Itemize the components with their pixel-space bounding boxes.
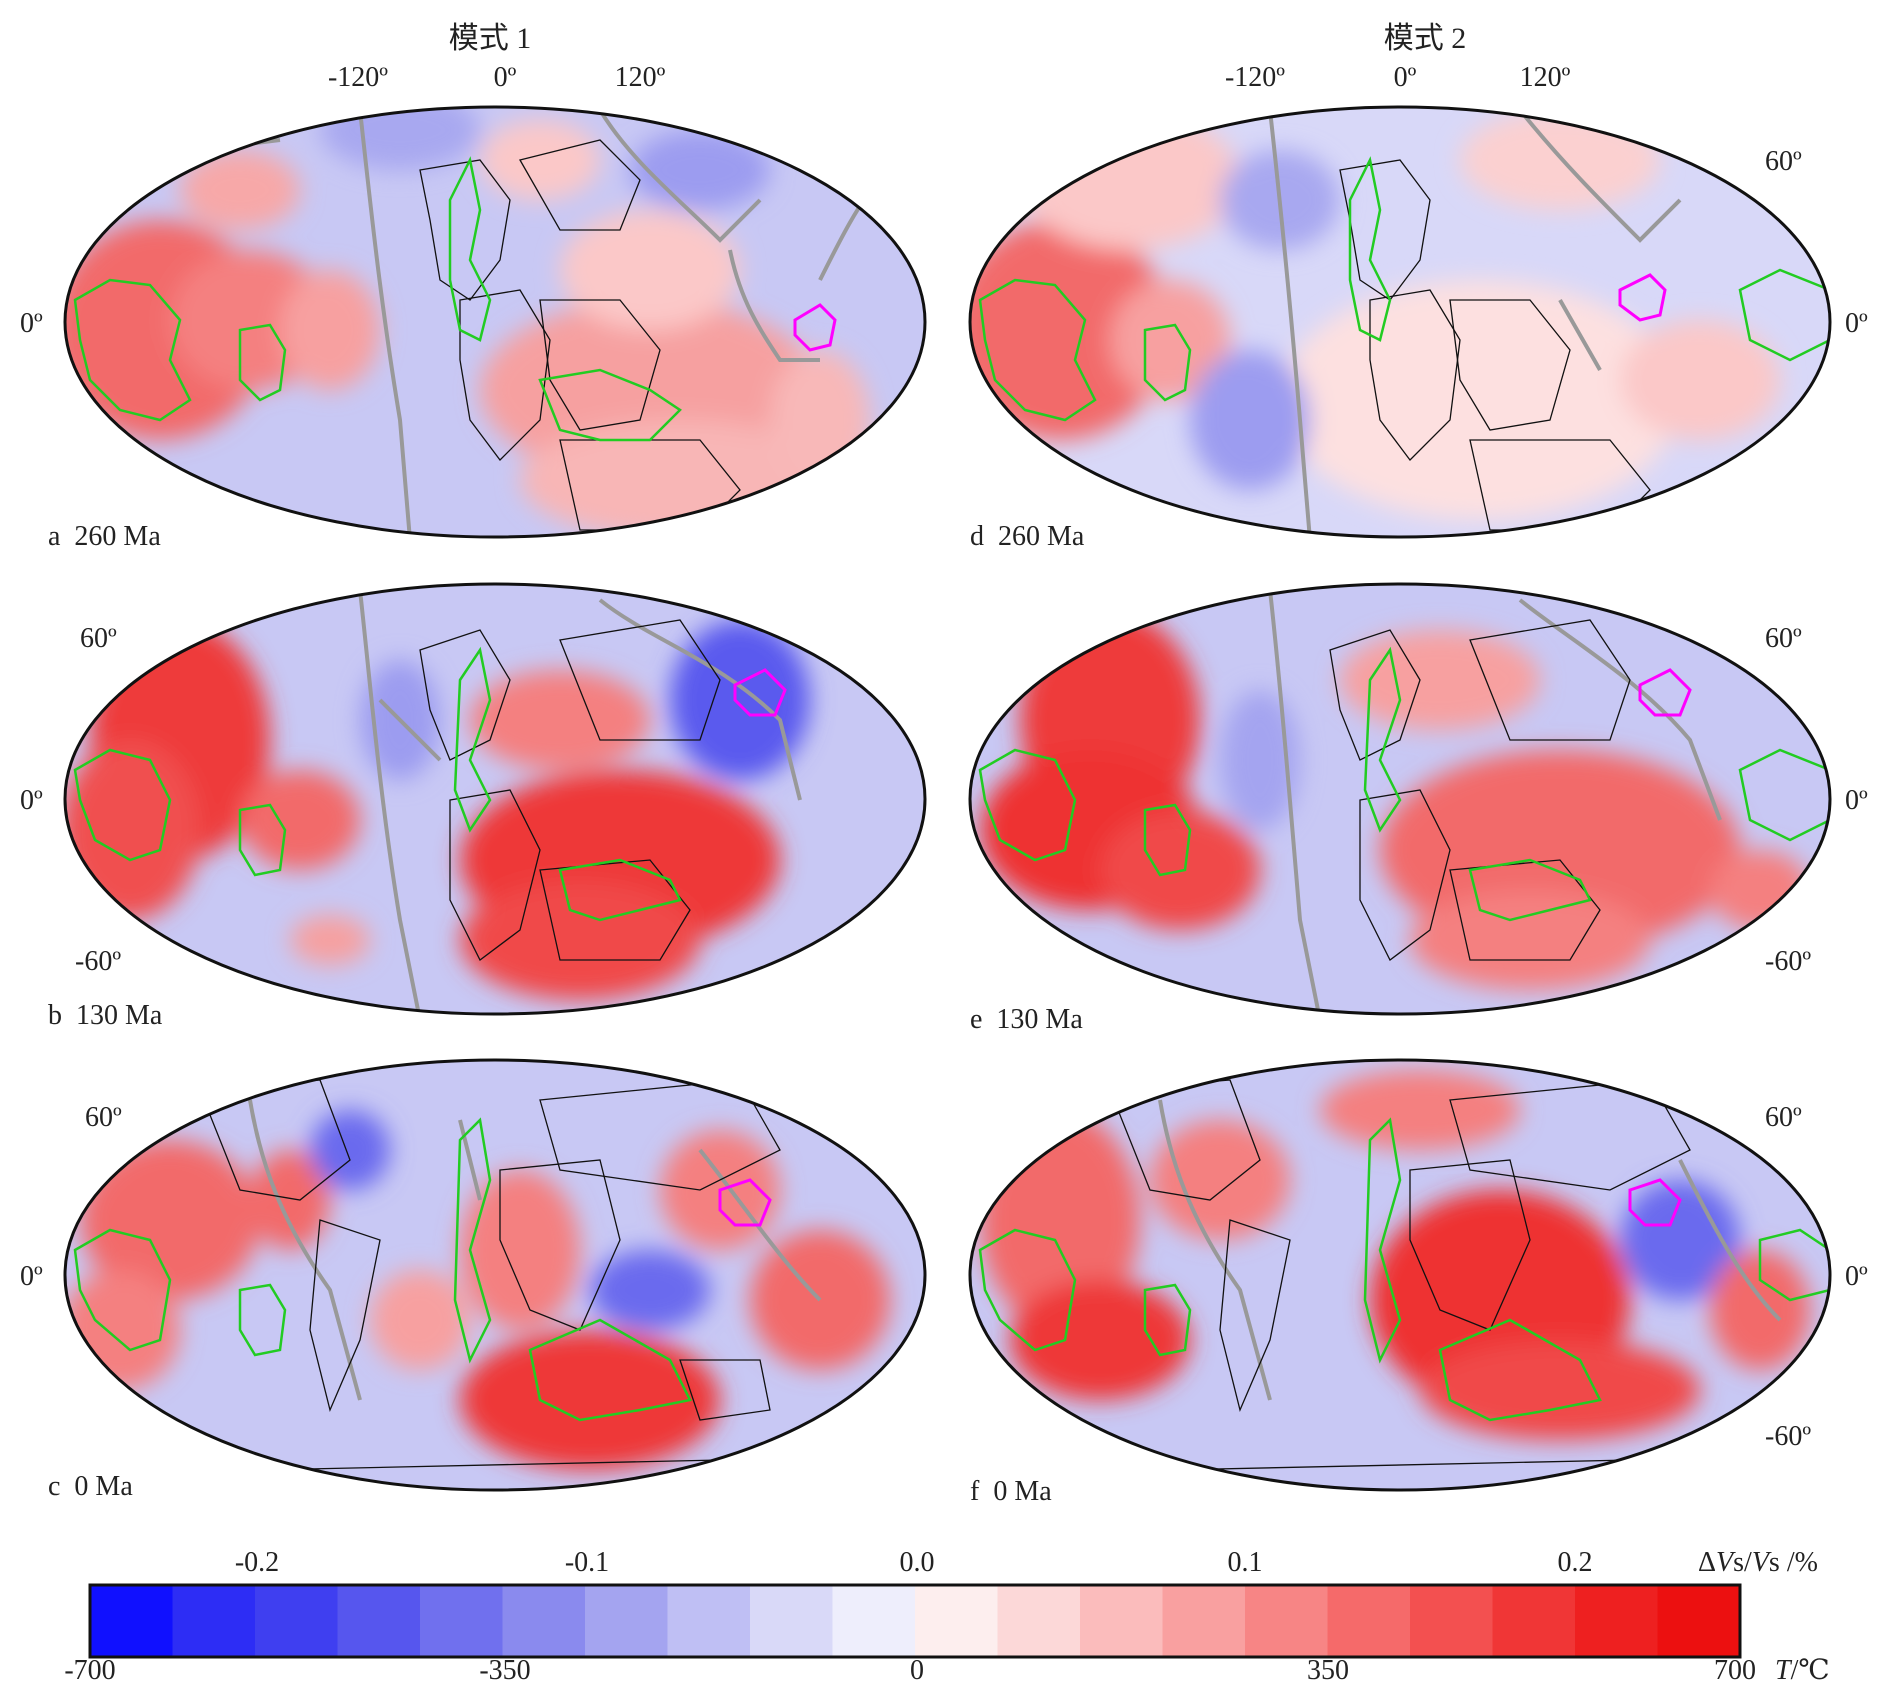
panel-label-d: d 260 Ma	[970, 521, 1085, 552]
temp-unit-label: T/℃	[1775, 1655, 1830, 1686]
temp-tick: 700	[1714, 1655, 1756, 1686]
lat-label-f-60: 60º	[1765, 1102, 1802, 1133]
column-title-1: 模式 1	[449, 22, 532, 55]
colorbar-bottom-ticks: -700 -350 0 350 700	[64, 1655, 1756, 1686]
lat-label-a-0: 0º	[20, 308, 43, 339]
lon-tick-120-2: 120º	[1520, 62, 1571, 93]
panel-label-e: e 130 Ma	[970, 1004, 1083, 1035]
temp-tick: -350	[479, 1655, 530, 1686]
lon-tick-120-1: 120º	[615, 62, 666, 93]
lat-label-e-60: 60º	[1765, 623, 1802, 654]
map-panel-f	[968, 1058, 1832, 1492]
colorbar-swatch	[172, 1585, 256, 1657]
colorbar-swatch	[1245, 1585, 1328, 1657]
panel-label-c: c 0 Ma	[48, 1471, 133, 1502]
dvs-tick: 0.1	[1228, 1547, 1263, 1578]
map-panel-c	[63, 1058, 927, 1492]
lon-tick-0-2: 0º	[1394, 62, 1417, 93]
lat-label-e-m60: -60º	[1765, 946, 1811, 977]
colorbar-swatch	[667, 1585, 751, 1657]
colorbar-swatch	[915, 1585, 998, 1657]
lat-label-d-60: 60º	[1765, 146, 1802, 177]
temp-tick: 350	[1307, 1655, 1349, 1686]
map-panel-b	[63, 582, 927, 1016]
colorbar-swatch	[1327, 1585, 1411, 1657]
lat-label-e-0: 0º	[1845, 785, 1868, 816]
lat-label-f-m60: -60º	[1765, 1421, 1811, 1452]
panel-label-f: f 0 Ma	[970, 1476, 1052, 1507]
colorbar-swatch	[1080, 1585, 1163, 1657]
colorbar-swatch	[420, 1585, 503, 1657]
colorbar-swatch	[255, 1585, 338, 1657]
colorbar-swatch	[90, 1585, 173, 1657]
lat-label-b-0: 0º	[20, 785, 43, 816]
dvs-tick: 0.0	[900, 1547, 935, 1578]
lat-label-d-0: 0º	[1845, 308, 1868, 339]
colorbar-swatch	[1492, 1585, 1576, 1657]
lat-label-b-60: 60º	[80, 623, 117, 654]
lat-label-c-0: 0º	[20, 1261, 43, 1292]
lon-tick-0-1: 0º	[494, 62, 517, 93]
lon-tick-m120-1: -120º	[328, 62, 388, 93]
temp-tick: 0	[910, 1655, 924, 1686]
colorbar-swatch	[1410, 1585, 1493, 1657]
colorbar-swatch	[585, 1585, 668, 1657]
dvs-unit-label: ΔVs/Vs /%	[1698, 1547, 1818, 1578]
colorbar	[88, 1583, 1742, 1659]
colorbar-swatch	[1575, 1585, 1658, 1657]
colorbar-swatch	[337, 1585, 421, 1657]
temp-tick: -700	[64, 1655, 115, 1686]
map-panel-a	[63, 105, 927, 539]
panel-label-b: b 130 Ma	[48, 1000, 163, 1031]
map-panel-e	[968, 582, 1832, 1016]
colorbar-swatch	[1657, 1585, 1741, 1657]
colorbar-frame	[88, 1583, 1742, 1659]
colorbar-swatch	[997, 1585, 1081, 1657]
lat-label-b-m60: -60º	[75, 946, 121, 977]
lat-label-c-60: 60º	[85, 1102, 122, 1133]
dvs-tick: 0.2	[1558, 1547, 1593, 1578]
dvs-tick: -0.1	[565, 1547, 609, 1578]
map-panel-d	[968, 105, 1832, 539]
colorbar-swatch	[832, 1585, 916, 1657]
column-title-2: 模式 2	[1384, 22, 1467, 55]
colorbar-swatch	[750, 1585, 833, 1657]
dvs-tick: -0.2	[235, 1547, 279, 1578]
lat-label-f-0: 0º	[1845, 1261, 1868, 1292]
lon-tick-m120-2: -120º	[1225, 62, 1285, 93]
colorbar-swatch	[502, 1585, 586, 1657]
colorbar-top-ticks: -0.2 -0.1 0.0 0.1 0.2	[235, 1547, 1593, 1578]
panel-label-a: a 260 Ma	[48, 521, 161, 552]
colorbar-swatch	[1162, 1585, 1246, 1657]
